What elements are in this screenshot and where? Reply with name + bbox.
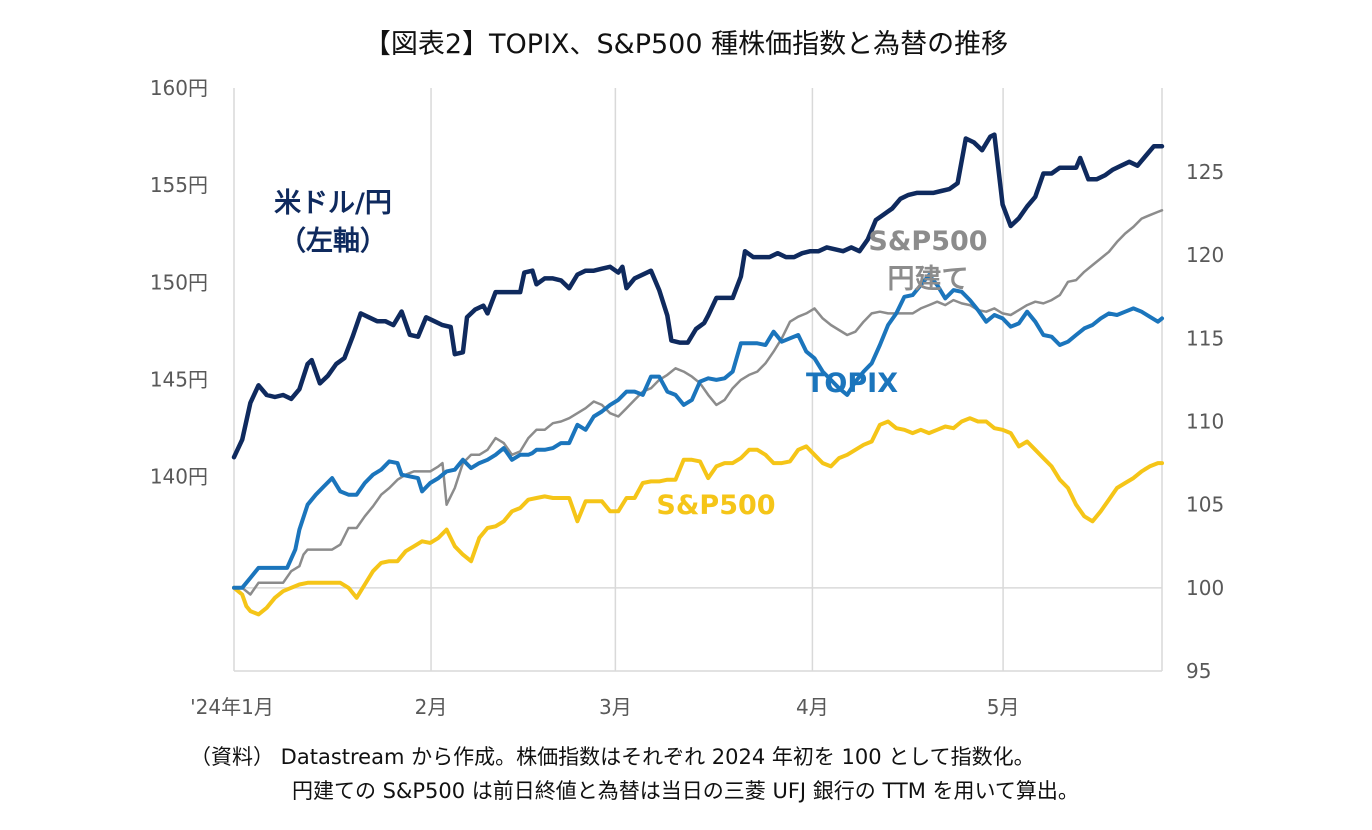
right-tick-label: 95: [1186, 659, 1211, 683]
left-tick-label: 160円: [150, 76, 208, 100]
series-line-1: [232, 273, 1164, 590]
series-line-3: [232, 416, 1164, 617]
left-tick-label: 140円: [150, 465, 208, 489]
x-tick-label: 3月: [599, 695, 632, 719]
series-label-2: 円建て: [888, 264, 969, 295]
right-tick-label: 105: [1186, 493, 1224, 517]
right-tick-label: 120: [1186, 243, 1224, 267]
left-tick-label: 155円: [150, 173, 208, 197]
series-labels: 米ドル/円 （左軸） TOPIX S&P500 円建て S&P500: [274, 188, 988, 521]
x-tick-label: 2月: [415, 695, 448, 719]
left-tick-label: 150円: [150, 270, 208, 294]
series-line-2: [232, 209, 1164, 596]
gridlines: [430, 88, 1004, 671]
right-tick-label: 100: [1186, 576, 1224, 600]
note-line-2: 円建ての S&P500 は前日終値と為替は当日の三菱 UFJ 銀行の TTM を…: [292, 779, 1079, 803]
line-chart: 140円 145円 150円 155円 160円 95 100 105 110 115 120 125…: [150, 76, 1224, 719]
axes: 140円 145円 150円 155円 160円 95 100 105 110 115 120 125…: [150, 76, 1224, 719]
chart-title: 【図表2】TOPIX、S&P500 種株価指数と為替の推移: [363, 29, 1009, 60]
series-lines: [231, 132, 1165, 617]
right-tick-label: 125: [1186, 160, 1224, 184]
series-label-1: TOPIX: [806, 368, 898, 399]
series-label-0: 米ドル/円: [274, 188, 392, 219]
x-tick-label: '24年1月: [190, 695, 274, 719]
x-tick-label: 5月: [987, 695, 1020, 719]
series-line-0: [231, 132, 1165, 460]
right-tick-label: 110: [1186, 410, 1224, 434]
x-tick-label: 4月: [796, 695, 829, 719]
note-line-1: （資料） Datastream から作成。株価指数はそれぞれ 2024 年初を …: [190, 745, 1035, 769]
left-tick-label: 145円: [150, 368, 208, 392]
source-notes: （資料） Datastream から作成。株価指数はそれぞれ 2024 年初を …: [190, 740, 1079, 808]
series-label-0: （左軸）: [279, 226, 387, 257]
right-tick-label: 115: [1186, 326, 1224, 350]
series-label-2: S&P500: [868, 226, 987, 257]
series-label-3: S&P500: [656, 490, 775, 521]
